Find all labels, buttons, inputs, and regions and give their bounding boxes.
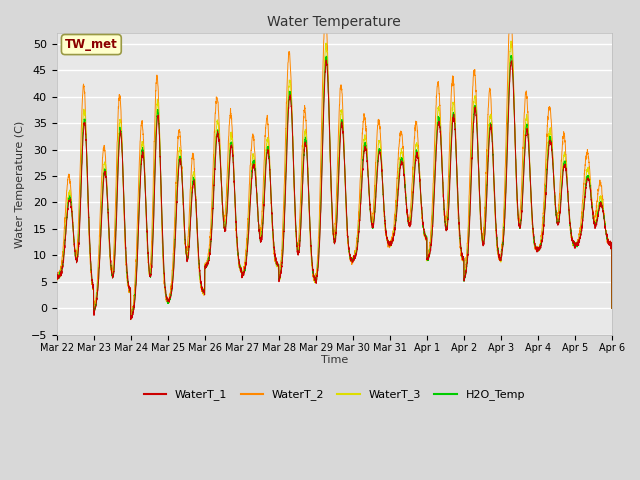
H2O_Temp — [507, 53, 515, 59]
WaterT_1 — [556, 214, 563, 220]
H2O_Temp — [399, 156, 406, 162]
H2O_Temp — [172, 219, 180, 225]
WaterT_1 — [608, 241, 616, 247]
WaterT_3 — [127, 316, 135, 322]
H2O_Temp — [53, 274, 61, 279]
WaterT_2 — [53, 272, 61, 278]
WaterT_1 — [208, 227, 216, 232]
H2O_Temp — [388, 238, 396, 244]
H2O_Temp — [556, 214, 563, 219]
WaterT_2 — [172, 187, 180, 192]
WaterT_1 — [389, 238, 397, 244]
WaterT_3 — [556, 209, 563, 215]
WaterT_2 — [399, 138, 406, 144]
WaterT_1 — [608, 306, 616, 312]
WaterT_1 — [172, 224, 180, 230]
WaterT_2 — [321, 8, 329, 13]
WaterT_3 — [608, 245, 616, 251]
H2O_Temp — [608, 306, 616, 312]
WaterT_2 — [208, 199, 216, 204]
WaterT_3 — [208, 220, 216, 226]
Line: WaterT_1: WaterT_1 — [57, 60, 612, 320]
Title: Water Temperature: Water Temperature — [268, 15, 401, 29]
WaterT_3 — [172, 213, 180, 218]
Line: H2O_Temp: H2O_Temp — [57, 56, 612, 319]
WaterT_2 — [556, 192, 563, 197]
WaterT_3 — [608, 306, 616, 312]
Line: WaterT_2: WaterT_2 — [57, 11, 612, 318]
WaterT_1 — [399, 161, 406, 167]
X-axis label: Time: Time — [321, 355, 348, 365]
WaterT_1 — [127, 317, 134, 323]
WaterT_2 — [127, 315, 135, 321]
WaterT_1 — [323, 57, 330, 63]
Line: WaterT_3: WaterT_3 — [57, 41, 612, 319]
WaterT_3 — [507, 38, 515, 44]
Y-axis label: Water Temperature (C): Water Temperature (C) — [15, 120, 25, 248]
WaterT_1 — [53, 272, 61, 277]
WaterT_2 — [608, 242, 616, 248]
WaterT_2 — [389, 230, 397, 236]
WaterT_3 — [399, 149, 406, 155]
WaterT_2 — [608, 306, 616, 312]
Legend: WaterT_1, WaterT_2, WaterT_3, H2O_Temp: WaterT_1, WaterT_2, WaterT_3, H2O_Temp — [140, 385, 529, 405]
WaterT_3 — [388, 237, 396, 243]
H2O_Temp — [208, 224, 216, 229]
H2O_Temp — [127, 316, 135, 322]
WaterT_3 — [53, 276, 61, 282]
H2O_Temp — [608, 241, 616, 247]
Text: TW_met: TW_met — [65, 38, 118, 51]
